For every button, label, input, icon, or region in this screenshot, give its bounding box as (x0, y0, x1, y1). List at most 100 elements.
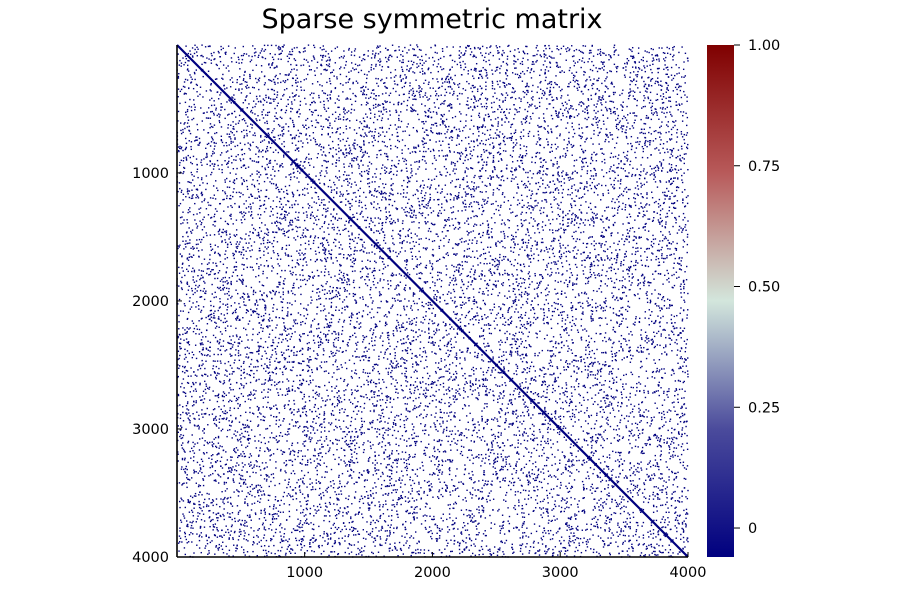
nonzero-point (196, 461, 199, 464)
nonzero-point (422, 120, 425, 123)
nonzero-point (265, 462, 267, 464)
nonzero-point (215, 107, 217, 109)
nonzero-point (428, 526, 431, 528)
nonzero-point (181, 426, 183, 429)
nonzero-point (628, 197, 630, 200)
nonzero-point (473, 277, 475, 279)
nonzero-point (291, 419, 293, 421)
nonzero-point (286, 78, 289, 81)
nonzero-point (405, 314, 408, 316)
nonzero-point (287, 430, 289, 433)
nonzero-point (420, 192, 422, 194)
nonzero-point (482, 222, 484, 225)
nonzero-point (442, 386, 445, 388)
nonzero-point (402, 196, 405, 198)
nonzero-point (430, 222, 433, 225)
nonzero-point (268, 313, 271, 316)
nonzero-point (274, 136, 276, 139)
nonzero-point (633, 264, 635, 267)
nonzero-point (409, 384, 412, 387)
nonzero-point (526, 101, 529, 104)
nonzero-point (343, 390, 345, 392)
nonzero-point (658, 381, 660, 384)
nonzero-point (557, 213, 559, 216)
nonzero-point (565, 387, 568, 390)
nonzero-point (224, 220, 227, 223)
nonzero-point (657, 493, 659, 496)
nonzero-point (216, 454, 218, 456)
nonzero-point (401, 389, 403, 391)
nonzero-point (682, 228, 684, 230)
nonzero-point (530, 77, 533, 79)
nonzero-point (290, 412, 293, 414)
nonzero-point (305, 103, 307, 105)
nonzero-point (558, 505, 560, 507)
nonzero-point (347, 443, 350, 446)
nonzero-point (266, 248, 268, 250)
nonzero-point (412, 127, 415, 129)
nonzero-point (444, 99, 446, 102)
nonzero-point (328, 151, 331, 154)
nonzero-point (501, 259, 503, 262)
nonzero-point (546, 184, 549, 186)
nonzero-point (295, 159, 297, 161)
nonzero-point (545, 410, 547, 413)
nonzero-point (305, 134, 307, 136)
nonzero-point (542, 468, 544, 470)
nonzero-point (664, 151, 666, 154)
nonzero-point (409, 455, 411, 458)
nonzero-point (262, 98, 265, 100)
nonzero-point (550, 361, 552, 363)
nonzero-point (432, 77, 434, 80)
nonzero-point (404, 375, 406, 377)
nonzero-point (324, 251, 326, 253)
nonzero-point (506, 330, 508, 333)
nonzero-point (603, 468, 605, 470)
nonzero-point (184, 533, 187, 535)
nonzero-point (346, 463, 348, 466)
nonzero-point (220, 235, 222, 238)
nonzero-point (323, 350, 325, 352)
nonzero-point (214, 461, 217, 463)
nonzero-point (551, 99, 554, 102)
nonzero-point (423, 318, 426, 321)
nonzero-point (667, 151, 669, 153)
nonzero-point (536, 204, 538, 207)
nonzero-point (586, 432, 588, 434)
nonzero-point (343, 254, 345, 256)
nonzero-point (330, 321, 333, 324)
nonzero-point (564, 152, 567, 155)
nonzero-point (451, 459, 454, 462)
nonzero-point (667, 239, 669, 242)
nonzero-point (533, 407, 535, 409)
nonzero-point (418, 227, 420, 229)
nonzero-point (288, 423, 291, 425)
nonzero-point (559, 157, 561, 159)
nonzero-point (316, 61, 319, 63)
nonzero-point (267, 132, 270, 135)
nonzero-point (179, 102, 181, 105)
nonzero-point (349, 439, 352, 442)
nonzero-point (410, 323, 413, 326)
nonzero-point (233, 110, 236, 113)
nonzero-point (577, 226, 580, 229)
nonzero-point (329, 321, 331, 324)
nonzero-point (602, 120, 605, 123)
nonzero-point (338, 493, 340, 495)
nonzero-point (320, 146, 323, 148)
nonzero-point (613, 46, 615, 49)
nonzero-point (530, 496, 532, 499)
nonzero-point (657, 437, 660, 439)
nonzero-point (227, 531, 230, 534)
nonzero-point (643, 277, 645, 280)
nonzero-point (334, 218, 337, 220)
nonzero-point (202, 75, 204, 78)
nonzero-point (326, 399, 328, 401)
nonzero-point (518, 345, 521, 348)
nonzero-point (391, 297, 394, 299)
nonzero-point (513, 104, 515, 106)
nonzero-point (542, 413, 544, 416)
nonzero-point (408, 180, 410, 182)
nonzero-point (539, 507, 541, 509)
nonzero-point (315, 538, 317, 541)
